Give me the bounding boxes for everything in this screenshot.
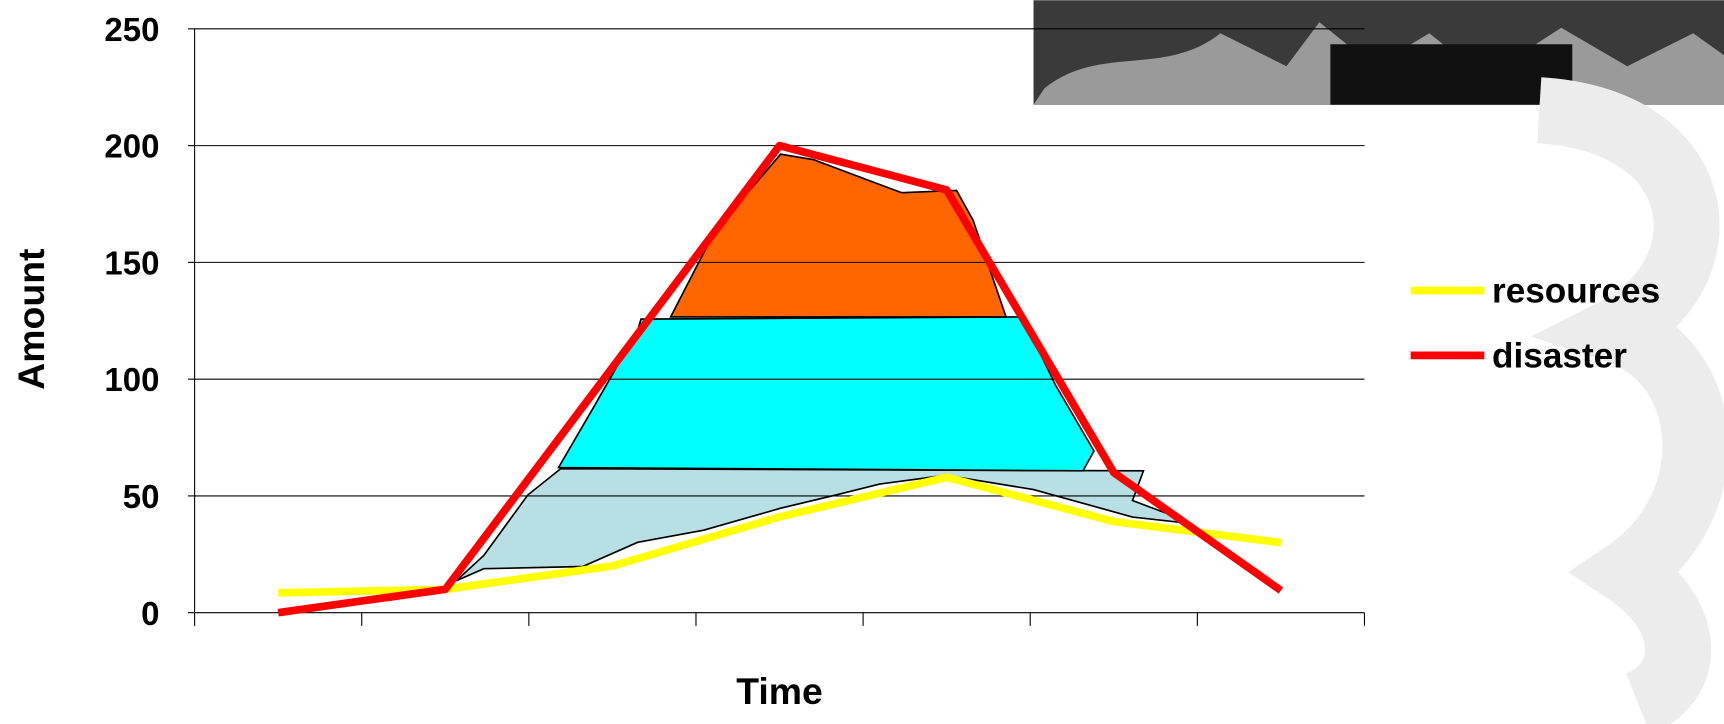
series-line [277,141,1284,617]
y-tick-label: 0 [141,595,159,632]
y-tick-label: 50 [123,478,160,515]
y-tick-label: 150 [104,244,159,281]
watermark [1531,77,1724,724]
legend-label: resources [1492,272,1660,311]
y-tick-label: 200 [104,128,159,165]
y-axis-title: Amount [10,249,52,390]
y-tick-label: 250 [104,11,159,48]
x-axis-title: Time [736,670,823,712]
legend-label: disaster [1492,336,1627,375]
illustration [455,153,1185,582]
y-tick-label: 100 [104,361,159,398]
photo [1033,0,1724,105]
